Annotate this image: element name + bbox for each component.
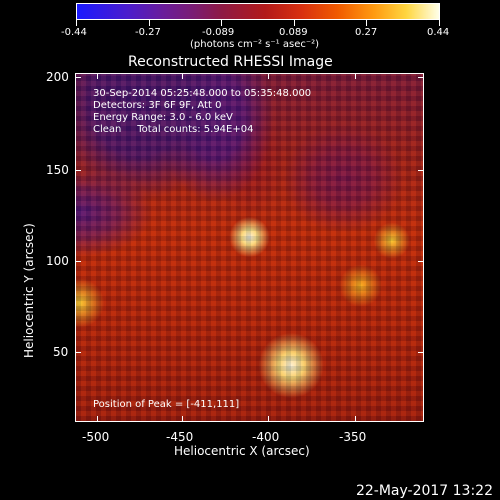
info-clean-counts: Clean Total counts: 5.94E+04	[93, 124, 254, 135]
x-tick	[97, 73, 98, 79]
y-tick	[418, 261, 424, 262]
x-tick-label: -350	[339, 430, 367, 444]
rhessi-image-plot	[75, 73, 424, 422]
y-tick	[75, 170, 81, 171]
colorbar-tick-label: -0.44	[61, 27, 87, 38]
y-tick	[75, 261, 81, 262]
y-tick-label: 50	[53, 345, 69, 359]
x-tick	[182, 416, 183, 422]
colorbar-tick-label: 0.44	[427, 27, 450, 38]
x-tick-label: -400	[252, 430, 280, 444]
y-tick-label: 200	[46, 70, 69, 84]
y-tick	[75, 77, 81, 78]
colorbar-tick	[439, 20, 440, 26]
colorbar-tick-label: 0.27	[355, 27, 378, 38]
y-tick-label: 100	[46, 254, 69, 268]
footer-date: 22-May-2017 13:22	[355, 483, 493, 499]
info-detectors: Detectors: 3F 6F 9F, Att 0	[93, 100, 222, 111]
x-tick	[355, 73, 356, 79]
x-tick	[268, 73, 269, 79]
colorbar-tick	[76, 20, 77, 26]
info-energy-range: Energy Range: 3.0 - 6.0 keV	[93, 112, 233, 123]
peak-position: Position of Peak = [-411,111]	[93, 399, 240, 410]
colorbar-tick-label: 0.089	[279, 27, 308, 38]
colorbar-tick	[149, 20, 150, 26]
y-tick	[418, 170, 424, 171]
colorbar-units: (photons cm⁻² s⁻¹ asec⁻²)	[190, 39, 320, 50]
colorbar-tick-label: -0.089	[202, 27, 235, 38]
y-tick	[418, 77, 424, 78]
y-tick-label: 150	[46, 163, 69, 177]
y-tick	[418, 352, 424, 353]
x-tick	[97, 416, 98, 422]
image-title: Reconstructed RHESSI Image	[128, 54, 333, 70]
x-axis-title: Heliocentric X (arcsec)	[174, 444, 310, 458]
x-tick-label: -500	[82, 430, 110, 444]
colorbar-tick	[366, 20, 367, 26]
colorbar	[76, 3, 440, 20]
colorbar-tick	[221, 20, 222, 26]
info-time-range: 30-Sep-2014 05:25:48.000 to 05:35:48.000	[93, 88, 312, 99]
y-axis-title: Heliocentric Y (arcsec)	[22, 223, 36, 358]
x-tick	[355, 416, 356, 422]
colorbar-tick-label: -0.27	[135, 27, 161, 38]
x-tick	[182, 73, 183, 79]
colorbar-tick	[294, 20, 295, 26]
x-tick-label: -450	[166, 430, 194, 444]
y-tick	[75, 352, 81, 353]
x-tick	[268, 416, 269, 422]
